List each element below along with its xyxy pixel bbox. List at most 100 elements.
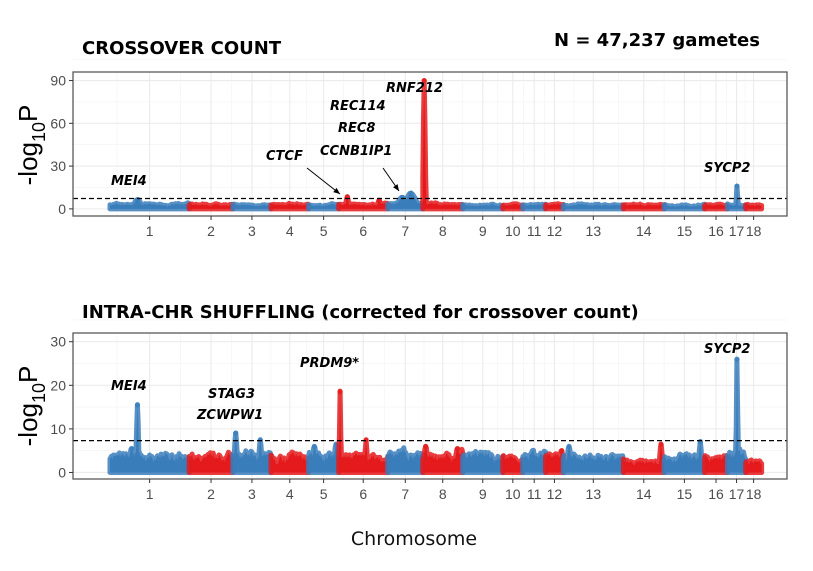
chromosome-4-points [268,200,312,212]
chromosome-2-points [186,449,236,475]
arrowhead-icon [333,187,340,194]
x-tick-label: 18 [746,223,762,239]
x-tick-label: 16 [708,223,724,239]
x-tick-label: 9 [479,223,487,239]
x-tick-label: 11 [527,486,542,502]
chromosome-9-points [460,448,506,475]
x-tick-label: 10 [505,223,521,239]
gene-label-rnf212: RNF212 [386,81,443,96]
chromosome-15-points [661,201,708,212]
x-tick-label: 8 [439,223,447,239]
chromosome-3-points [230,201,274,212]
ylabel-sub: 10 [29,122,49,142]
plot-background [73,72,787,216]
chromosome-16-points [702,201,730,212]
ylabel-sub: 10 [29,383,49,403]
chromosome-12-points [543,448,566,475]
peak-point-chr1 [129,445,135,452]
x-tick-label: 3 [248,223,256,239]
chromosome-9-points [460,201,506,212]
y-tick-label: 10 [50,421,66,437]
x-tick-label: 6 [359,486,367,502]
x-axis-label: Chromosome [351,528,477,550]
chromosome-12-points [543,201,566,212]
y-axis-label-top: -log10P [13,105,49,186]
x-tick-label: 17 [729,223,745,239]
x-tick-label: 14 [636,486,652,502]
x-tick-label: 13 [586,223,602,239]
x-tick-label: 6 [359,223,367,239]
arrowhead-icon [393,184,399,191]
gene-label-sycp2: SYCP2 [704,342,750,357]
x-tick-label: 14 [636,223,652,239]
ylabel-prefix: -log [13,403,43,446]
peak-point-chr1 [134,197,141,203]
peak-point-chr17 [734,183,740,189]
chromosome-11-points [520,447,549,475]
y-tick-label: 0 [58,464,66,480]
x-tick-label: 12 [547,486,563,502]
panel-title-crossover: CROSSOVER COUNT [82,38,282,59]
peak-point-chr6 [337,389,343,395]
chromosome-5-points [306,442,342,475]
svg-text:-log10P: -log10P [13,366,49,447]
sample-size-label: N = 47,237 gametes [554,30,760,51]
chromosome-13-points [560,201,626,212]
peak-point-chr3 [257,437,263,443]
x-tick-label: 7 [401,486,409,502]
x-tick-label: 11 [527,223,542,239]
chromosome-18-points [743,201,765,212]
peak-point-chr17 [734,356,740,362]
peak-point-chr8 [423,443,429,449]
peak-point-chr1 [134,402,141,408]
ylabel-prefix: -log [13,142,43,185]
chromosome-7-points [385,445,426,475]
gene-label-zcwpw1: ZCWPW1 [196,408,263,423]
y-tick-label: 30 [50,158,66,174]
x-tick-label: 17 [729,486,745,502]
x-tick-label: 4 [286,486,294,502]
chromosome-2-points [186,201,236,212]
chromosome-1-points [107,197,192,212]
chromosome-15-points [661,439,708,475]
gene-label-rec8: REC8 [338,121,375,136]
gene-label-rec114: REC114 [330,99,386,114]
y-tick-label: 90 [50,73,66,89]
peak-point-chr7 [399,194,405,201]
gene-label-prdm9: PRDM9* [300,356,359,371]
ylabel-suffix: P [13,105,43,122]
peak-point-chr12 [558,448,565,454]
chromosome-1-points [107,402,192,475]
x-tick-label: 13 [586,486,602,502]
chromosome-14-points [620,201,667,212]
gene-label-ctcf: CTCF [266,149,303,164]
chromosome-16-points [702,453,730,475]
x-tick-label: 2 [207,486,215,502]
chromosome-3-points [230,430,274,475]
gene-label-ccnb1ip1: CCNB1IP1 [320,144,392,159]
chromosome-14-points [620,442,667,475]
panel-title-shuffling: INTRA-CHR SHUFFLING (corrected for cross… [82,302,639,323]
gene-label-mei4: MEI4 [111,379,147,394]
y-tick-label: 60 [50,115,66,131]
chromosome-10-points [500,201,526,212]
chromosome-8-points [420,78,466,212]
peak-point-chr8 [454,445,461,452]
peak-point-chr7 [408,190,414,196]
chromosome-6-points [336,194,391,212]
chromosome-7-points [385,190,426,212]
peak-point-chr8 [421,77,427,84]
x-tick-label: 10 [505,486,521,502]
gene-label-sycp2: SYCP2 [704,161,750,176]
y-tick-label: 30 [50,334,66,350]
chromosome-11-points [520,201,549,212]
x-tick-label: 7 [401,223,409,239]
x-tick-label: 16 [708,486,724,502]
x-tick-label: 8 [439,486,447,502]
chromosome-6-points [336,388,391,475]
x-tick-label: 1 [146,486,154,502]
x-tick-label: 12 [547,223,563,239]
peak-point-chr6 [363,437,369,443]
